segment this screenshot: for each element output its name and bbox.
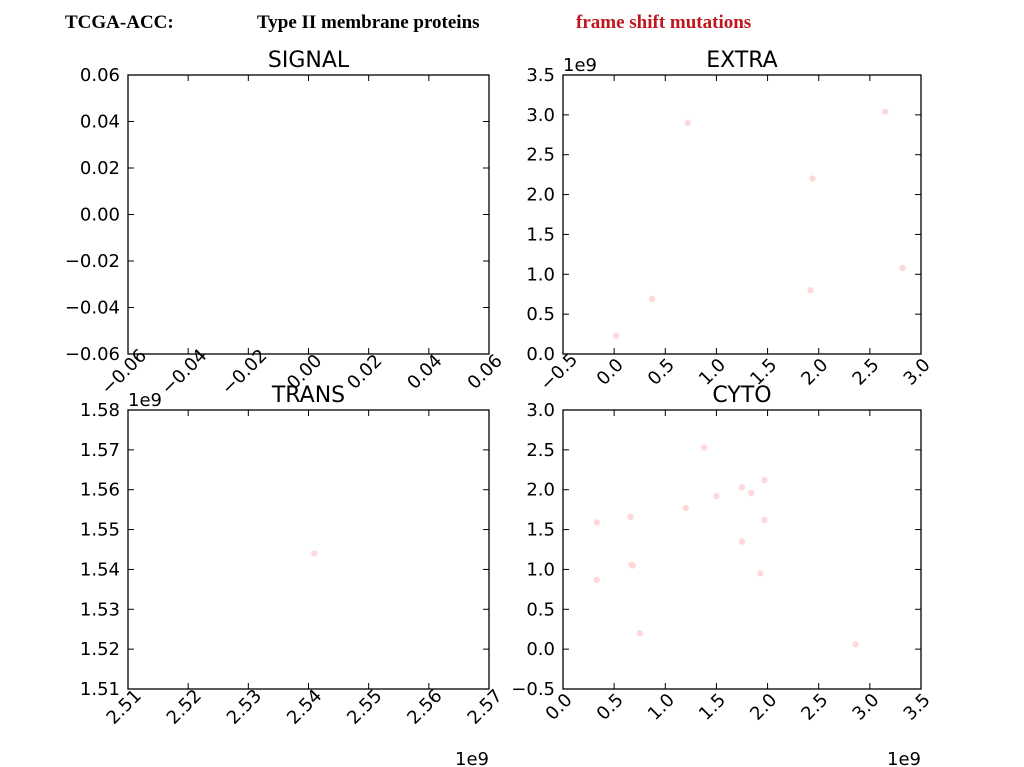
trans-y-tick-label: 1.58 [80, 400, 120, 421]
trans-data-point [311, 550, 318, 557]
trans-x-tick-label: 2.54 [283, 686, 326, 729]
cyto-x-tick-label: 2.0 [746, 690, 781, 725]
cyto-data-point [748, 489, 755, 497]
extra-data-point [684, 119, 691, 127]
signal-plot-frame [127, 74, 490, 355]
signal-y-tick-label: 0.06 [80, 65, 120, 86]
extra-title: EXTRA [706, 48, 777, 73]
signal-x-tick-label: 0.02 [343, 351, 386, 394]
cyto-x-tick-label: 2.5 [797, 690, 832, 725]
trans-x-tick-label: 2.55 [343, 686, 386, 729]
cyto-data-point [738, 538, 746, 545]
cyto-data-point [593, 576, 600, 583]
extra-x-tick-label: 2.0 [797, 355, 832, 390]
cyto-title: CYTO [712, 383, 771, 408]
trans-x-offset-label: 1e9 [455, 749, 489, 767]
cyto-x-tick-label: 1.0 [644, 690, 679, 725]
cyto-data-point [700, 444, 708, 451]
trans-x-tick-label: 2.53 [223, 686, 266, 729]
signal-y-tick-label: 0.02 [80, 158, 120, 179]
cyto-data-point [636, 630, 643, 637]
cyto-data-point [852, 641, 859, 648]
trans-title: TRANS [271, 383, 345, 408]
panel-trans: 2.51 2.52 2.53 2.54 2.55 2.56 2.571.581.571.56… [80, 383, 507, 767]
cyto-x-tick-label: 3.5 [900, 690, 935, 725]
signal-x-tick-label: 0.04 [403, 351, 446, 394]
extra-x-tick-label: 2.5 [848, 355, 883, 390]
cyto-y-tick-label: 1.0 [526, 559, 555, 580]
signal-title: SIGNAL [268, 48, 350, 73]
cyto-data-point [713, 492, 720, 500]
panel-extra: −0.5 0.0 0.5 1.0 1.5 2.0 2.5 3.03.53.02.52.01.5… [526, 48, 934, 435]
mutation-type-label: frame shift mutations [576, 12, 752, 33]
cyto-y-tick-label: 3.0 [526, 400, 555, 421]
cyto-x-tick-label: 1.5 [695, 690, 730, 725]
extra-y-tick-label: 2.0 [526, 185, 555, 206]
extra-y-tick-label: 0.0 [526, 344, 555, 365]
cyto-data-point [627, 513, 634, 521]
signal-y-tick-label: −0.04 [65, 298, 120, 319]
extra-data-point [809, 175, 816, 182]
cyto-x-tick-label: 3.0 [848, 690, 883, 725]
cyto-y-tick-label: 2.0 [526, 480, 555, 501]
trans-y-offset-label: 1e9 [128, 390, 162, 411]
cyto-y-tick-label: −0.5 [511, 679, 555, 700]
trans-x-tick-label: 2.52 [163, 686, 206, 729]
trans-x-tick-label: 2.56 [403, 686, 446, 729]
extra-data-point [882, 108, 889, 115]
extra-y-tick-label: 0.5 [526, 304, 555, 325]
extra-y-tick-label: 3.5 [526, 65, 555, 86]
signal-y-tick-label: 0.00 [80, 205, 120, 226]
extra-data-point [899, 264, 906, 272]
cyto-plot-frame [562, 409, 922, 690]
extra-data-point [807, 287, 814, 294]
trans-y-tick-label: 1.53 [80, 599, 120, 620]
extra-y-offset-label: 1e9 [563, 55, 597, 76]
cyto-y-tick-label: 1.5 [526, 520, 555, 541]
cyto-data-point [761, 516, 768, 524]
panel-signal: −0.06 −0.04 −0.02 0.00 0.02 0.04 0.06 0.06 0.04 0… [65, 48, 507, 399]
trans-y-tick-label: 1.55 [80, 520, 120, 541]
signal-x-tick-label: 0.06 [464, 351, 507, 394]
cyto-data-point [593, 519, 600, 526]
protein-type-label: Type II membrane proteins [257, 12, 480, 33]
extra-y-tick-label: 2.5 [526, 145, 555, 166]
signal-y-tick-label: 0.04 [80, 112, 120, 133]
extra-y-tick-label: 1.0 [526, 264, 555, 285]
cyto-x-tick-label: 0.5 [593, 690, 628, 725]
cyto-data-point [682, 504, 689, 512]
signal-y-tick-label: −0.02 [65, 251, 120, 272]
cyto-data-point [738, 484, 746, 491]
cyto-data-point [757, 570, 764, 577]
extra-y-tick-label: 1.5 [526, 224, 555, 245]
extra-plot-frame [562, 74, 922, 355]
extra-x-tick-label: 0.5 [644, 355, 679, 390]
extra-data-point [612, 332, 620, 339]
cyto-data-point [629, 562, 636, 569]
extra-x-tick-label: 3.0 [900, 355, 935, 390]
trans-y-tick-label: 1.52 [80, 639, 120, 660]
extra-x-tick-label: 0.0 [593, 355, 628, 390]
cyto-y-tick-label: 0.5 [526, 599, 555, 620]
trans-y-tick-label: 1.57 [80, 440, 120, 461]
cyto-y-tick-label: 2.5 [526, 440, 555, 461]
dataset-label: TCGA-ACC: [65, 12, 174, 33]
trans-y-tick-label: 1.54 [80, 559, 120, 580]
extra-data-point [648, 295, 656, 303]
cyto-data-point [761, 476, 768, 484]
trans-y-tick-label: 1.56 [80, 480, 120, 501]
trans-plot-frame [127, 409, 490, 690]
trans-y-tick-label: 1.51 [80, 679, 120, 700]
extra-y-tick-label: 3.0 [526, 105, 555, 126]
cyto-x-offset-label: 1e9 [887, 749, 921, 767]
trans-x-tick-label: 2.57 [464, 686, 507, 729]
cyto-y-tick-label: 0.0 [526, 639, 555, 660]
signal-y-tick-label: −0.06 [65, 344, 120, 365]
panel-cyto: 0.0 0.5 1.0 1.5 2.0 2.5 3.0 3.5 3.0 2.5 2.0 1.5 1.0 0… [511, 383, 934, 767]
